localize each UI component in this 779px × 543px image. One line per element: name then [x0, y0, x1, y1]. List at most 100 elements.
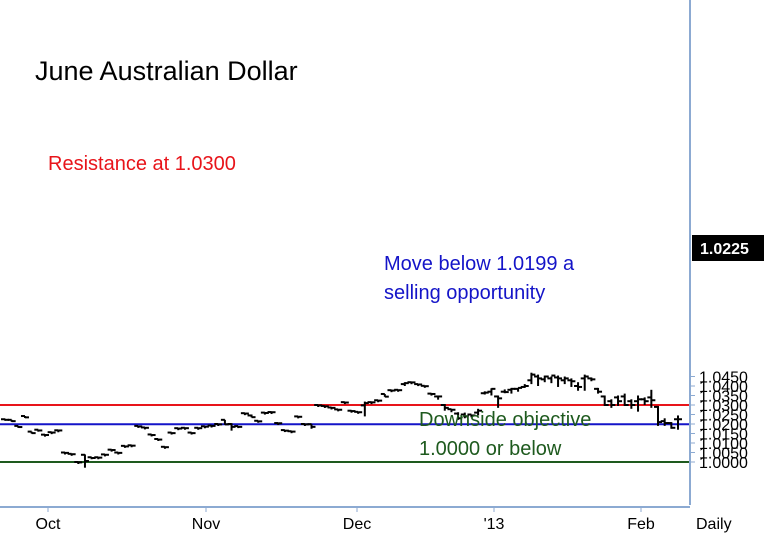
ohlc-bar — [74, 461, 83, 464]
ohlc-bar — [187, 431, 196, 435]
ohlc-bar — [200, 425, 209, 429]
ohlc-bar — [434, 395, 443, 400]
x-tick-label: Dec — [343, 516, 371, 533]
y-tick-label: 1.0400 — [699, 379, 748, 396]
ohlc-bar — [614, 395, 623, 406]
ohlc-bar — [94, 456, 103, 460]
ohlc-bar — [474, 408, 483, 416]
ohlc-bar — [127, 444, 136, 448]
y-tick-label: 1.0000 — [699, 455, 748, 472]
ohlc-bar — [274, 422, 283, 426]
ohlc-bar — [107, 448, 116, 452]
last-price-value: 1.0225 — [700, 241, 749, 258]
ohlc-bar — [7, 418, 16, 423]
y-tick-label: 1.0050 — [699, 446, 748, 463]
selling-label-line-1: Move below 1.0199 a — [384, 253, 575, 275]
ohlc-bar — [427, 392, 436, 396]
ohlc-bar — [240, 412, 249, 416]
x-tick-label: '13 — [484, 516, 505, 533]
ohlc-bar — [600, 395, 609, 406]
ohlc-bar — [214, 423, 223, 426]
ohlc-bar — [180, 426, 189, 430]
x-axis: Oct Nov Dec '13 Feb — [36, 507, 655, 533]
objective-label-line-1: Downside objective — [419, 409, 591, 431]
ohlc-bar — [160, 445, 169, 449]
ohlc-bar — [194, 426, 203, 430]
ohlc-bar — [587, 377, 596, 382]
ohlc-bar — [147, 433, 156, 437]
ohlc-bar — [340, 401, 349, 405]
ohlc-bar — [327, 406, 336, 410]
ohlc-bar — [294, 415, 303, 419]
ohlc-bar — [647, 389, 656, 408]
ohlc-bar — [167, 431, 176, 435]
ohlc-bar — [207, 424, 216, 428]
ohlc-bar — [540, 375, 549, 383]
objective-label-line-2: 1.0000 or below — [419, 438, 562, 460]
ohlc-bar — [627, 399, 636, 409]
ohlc-bar — [367, 401, 376, 405]
ohlc-bar — [154, 438, 163, 442]
ohlc-bar — [34, 428, 43, 432]
y-tick-label: 1.0300 — [699, 398, 748, 415]
ohlc-bar — [494, 395, 503, 408]
ohlc-bar — [667, 422, 676, 429]
x-tick-label: Oct — [36, 516, 61, 533]
ohlc-bar — [580, 374, 589, 391]
ohlc-bar — [454, 412, 463, 420]
ohlc-bar — [447, 408, 456, 413]
reference-lines — [0, 404, 690, 463]
ohlc-bar — [114, 451, 123, 455]
ohlc-bar — [414, 383, 423, 387]
ohlc-bar — [420, 384, 429, 388]
ohlc-bar — [267, 411, 276, 415]
y-tick-label: 1.0450 — [699, 370, 748, 387]
ohlc-bar — [67, 452, 76, 456]
resistance-label: Resistance at 1.0300 — [48, 153, 236, 175]
chart-title: June Australian Dollar — [35, 56, 298, 86]
ohlc-bar — [140, 426, 149, 430]
ohlc-bar — [287, 430, 296, 434]
ohlc-bar — [487, 387, 496, 396]
y-tick-label: 1.0250 — [699, 408, 748, 425]
ohlc-bar — [620, 393, 629, 406]
ohlc-bar — [594, 387, 603, 394]
y-tick-label: 1.0150 — [699, 427, 748, 444]
ohlc-bar — [607, 399, 616, 408]
ohlc-bar — [560, 376, 569, 385]
ohlc-bar — [567, 378, 576, 387]
ohlc-bar — [14, 424, 23, 429]
ohlc-bar — [120, 444, 129, 448]
ohlc-bar — [27, 430, 36, 435]
x-tick-label: Feb — [627, 516, 655, 533]
y-tick-label: 1.0350 — [699, 389, 748, 406]
ohlc-bar — [80, 453, 89, 468]
y-axis: 1.00001.00501.01001.01501.02001.02501.03… — [690, 370, 748, 472]
ohlc-bar — [307, 423, 316, 429]
y-tick-label: 1.0100 — [699, 436, 748, 453]
price-bars — [1, 372, 682, 468]
ohlc-bar — [40, 433, 49, 437]
ohlc-bar — [234, 425, 243, 429]
ohlc-bar — [574, 382, 583, 391]
ohlc-bar — [20, 415, 29, 419]
ohlc-bar — [640, 397, 649, 405]
selling-label-line-2: selling opportunity — [384, 282, 545, 304]
ohlc-bar — [254, 419, 263, 423]
y-tick-label: 1.0200 — [699, 417, 748, 434]
ohlc-bar — [527, 372, 536, 385]
ohlc-bar — [334, 408, 343, 412]
ohlc-bar — [247, 414, 256, 419]
ohlc-bar — [554, 375, 563, 387]
ohlc-bar — [547, 374, 556, 384]
ohlc-bar — [407, 381, 416, 385]
ohlc-bar — [460, 412, 469, 419]
x-tick-label: Nov — [192, 516, 220, 533]
ohlc-bar — [500, 389, 509, 394]
ohlc-bar — [440, 404, 449, 411]
ohlc-bar — [320, 404, 329, 408]
ohlc-bar — [467, 413, 476, 418]
ohlc-bar — [354, 410, 363, 414]
